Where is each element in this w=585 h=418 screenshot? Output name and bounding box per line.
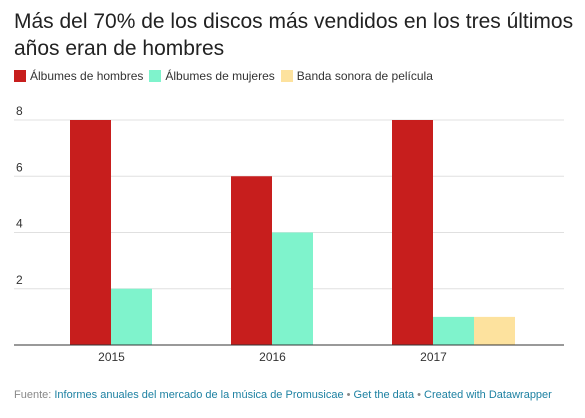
footer: Fuente: Informes anuales del mercado de … xyxy=(14,389,552,401)
legend: Álbumes de hombres Álbumes de mujeres Ba… xyxy=(14,69,439,83)
bar-2017-series-0 xyxy=(392,120,433,345)
get-data-link[interactable]: Get the data xyxy=(353,389,415,401)
footer-separator-2: • xyxy=(414,389,425,401)
x-tick-label-2015: 2015 xyxy=(98,350,125,364)
bar-2015-series-1 xyxy=(111,288,152,345)
x-tick-label-2016: 2016 xyxy=(259,350,286,364)
legend-swatch-banda-sonora xyxy=(280,70,293,82)
bar-2017-series-1 xyxy=(433,316,474,345)
legend-swatch-mujeres xyxy=(149,70,162,82)
legend-item-banda-sonora: Banda sonora de película xyxy=(280,69,433,83)
y-tick-label-4: 4 xyxy=(16,217,23,231)
legend-item-hombres: Álbumes de hombres xyxy=(14,69,143,83)
bar-2015-series-0 xyxy=(70,120,111,345)
legend-label-hombres: Álbumes de hombres xyxy=(30,69,144,83)
legend-item-mujeres: Álbumes de mujeres xyxy=(149,69,275,83)
bar-2016-series-1 xyxy=(272,232,313,345)
bar-chart: 2 4 6 8 2015 2016 2017 xyxy=(14,104,564,364)
source-link[interactable]: Informes anuales del mercado de la músic… xyxy=(54,389,344,401)
y-tick-label-2: 2 xyxy=(16,273,23,287)
legend-label-mujeres: Álbumes de mujeres xyxy=(165,69,275,83)
datawrapper-link[interactable]: Created with Datawrapper xyxy=(424,389,552,401)
y-tick-label-6: 6 xyxy=(16,160,23,174)
x-tick-label-2017: 2017 xyxy=(420,350,447,364)
legend-label-banda-sonora: Banda sonora de película xyxy=(296,69,433,83)
footer-separator-1: • xyxy=(343,389,354,401)
footer-prefix: Fuente: xyxy=(14,389,55,401)
y-tick-label-8: 8 xyxy=(16,104,23,118)
bar-2016-series-0 xyxy=(231,176,272,345)
legend-swatch-hombres xyxy=(14,70,26,82)
chart-title: Más del 70% de los discos más vendidos e… xyxy=(14,10,574,60)
bar-2017-series-2 xyxy=(474,316,515,345)
